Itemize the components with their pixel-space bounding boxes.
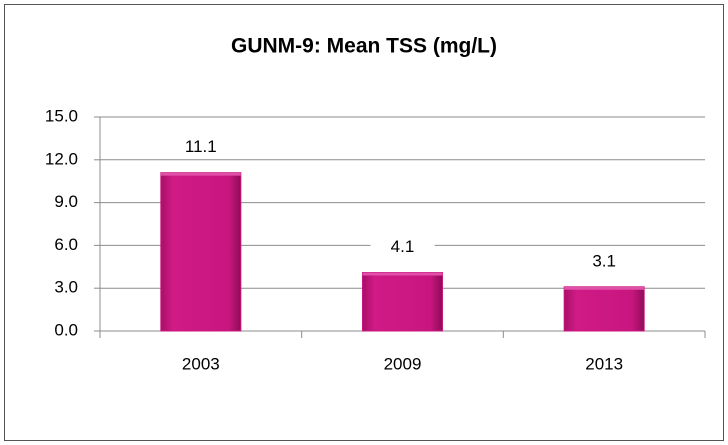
- bar: [160, 172, 242, 332]
- y-tick-label: 9.0: [54, 192, 78, 211]
- bar-top: [362, 272, 443, 276]
- y-tick-label: 3.0: [54, 278, 78, 297]
- y-tick-label: 12.0: [45, 149, 78, 168]
- bar: [362, 272, 443, 332]
- y-tick-label: 0.0: [54, 320, 78, 339]
- data-label-bg: [370, 234, 435, 259]
- data-label-bg: [572, 248, 637, 273]
- y-tick-label: 15.0: [45, 106, 78, 125]
- x-tick-label: 2009: [384, 354, 422, 373]
- data-label: 4.1: [391, 237, 415, 256]
- x-tick-label: 2003: [182, 354, 220, 373]
- bar-top: [564, 286, 645, 290]
- chart-title: GUNM-9: Mean TSS (mg/L): [231, 35, 497, 58]
- data-label-bg: [168, 134, 233, 159]
- y-tick-label: 6.0: [54, 235, 78, 254]
- x-tick-label: 2013: [585, 354, 623, 373]
- bar-top: [160, 172, 241, 176]
- data-label: 3.1: [592, 251, 616, 270]
- data-label: 11.1: [185, 137, 217, 156]
- bar: [563, 286, 645, 332]
- chart-border: [4, 4, 724, 441]
